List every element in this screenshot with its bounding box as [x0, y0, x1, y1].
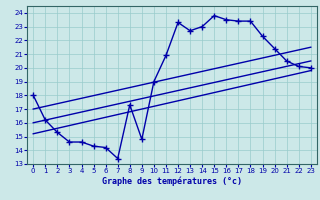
X-axis label: Graphe des températures (°c): Graphe des températures (°c): [102, 177, 242, 186]
